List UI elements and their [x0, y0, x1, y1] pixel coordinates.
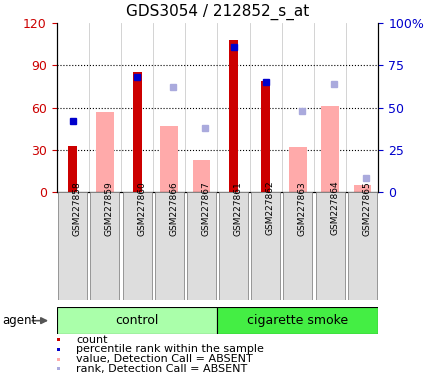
FancyBboxPatch shape [347, 192, 376, 300]
FancyBboxPatch shape [283, 192, 312, 300]
Text: GSM227866: GSM227866 [169, 181, 178, 235]
FancyBboxPatch shape [315, 192, 344, 300]
Text: cigarette smoke: cigarette smoke [247, 314, 348, 327]
Text: rank, Detection Call = ABSENT: rank, Detection Call = ABSENT [76, 364, 247, 374]
FancyBboxPatch shape [217, 307, 378, 334]
Bar [353, 185, 370, 192]
FancyBboxPatch shape [219, 192, 247, 300]
FancyBboxPatch shape [58, 192, 87, 300]
Text: GSM227859: GSM227859 [105, 181, 114, 235]
FancyBboxPatch shape [122, 192, 151, 300]
Bar [192, 160, 210, 192]
FancyBboxPatch shape [251, 192, 279, 300]
Bar [132, 72, 141, 192]
Bar [261, 81, 270, 192]
Text: agent: agent [2, 314, 36, 327]
FancyBboxPatch shape [56, 307, 217, 334]
Text: GSM227858: GSM227858 [72, 181, 82, 235]
FancyBboxPatch shape [187, 192, 215, 300]
Text: control: control [115, 314, 158, 327]
Text: GSM227863: GSM227863 [297, 181, 306, 235]
Text: GSM227860: GSM227860 [137, 181, 146, 235]
FancyBboxPatch shape [155, 192, 183, 300]
Bar [160, 126, 178, 192]
Text: GSM227867: GSM227867 [201, 181, 210, 235]
Bar [96, 112, 113, 192]
Text: GSM227864: GSM227864 [329, 181, 339, 235]
Text: GSM227865: GSM227865 [362, 181, 371, 235]
Bar [68, 146, 77, 192]
Bar [321, 106, 338, 192]
FancyBboxPatch shape [90, 192, 119, 300]
Text: GSM227862: GSM227862 [265, 181, 274, 235]
Text: percentile rank within the sample: percentile rank within the sample [76, 344, 263, 354]
Bar [229, 40, 237, 192]
Title: GDS3054 / 212852_s_at: GDS3054 / 212852_s_at [125, 4, 309, 20]
Bar [289, 147, 306, 192]
Text: value, Detection Call = ABSENT: value, Detection Call = ABSENT [76, 354, 252, 364]
Text: count: count [76, 335, 107, 345]
Text: GSM227861: GSM227861 [233, 181, 242, 235]
